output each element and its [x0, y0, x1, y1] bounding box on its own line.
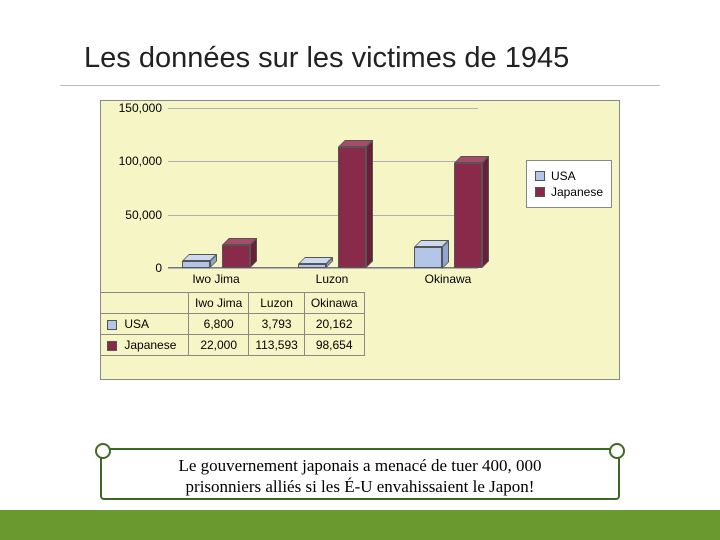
footer-bar	[0, 510, 720, 540]
gridline	[168, 108, 478, 109]
table-col-header: Iwo Jima	[189, 293, 249, 314]
callout-line: prisonniers alliés si les É-U envahissai…	[112, 476, 608, 497]
callout-box: Le gouvernement japonais a menacé de tue…	[100, 448, 620, 500]
table-corner-cell	[101, 293, 189, 314]
series-label: Japanese	[124, 338, 176, 352]
series-label: USA	[124, 317, 149, 331]
x-tick-label: Luzon	[316, 272, 349, 286]
legend-label: Japanese	[551, 185, 603, 199]
table-row-header: Japanese	[101, 335, 189, 356]
table-col-header: Okinawa	[304, 293, 364, 314]
bar	[182, 254, 217, 268]
gridline	[168, 268, 478, 269]
bar	[298, 257, 333, 268]
table-cell: 22,000	[189, 335, 249, 356]
gridline	[168, 215, 478, 216]
data-table: Iwo Jima Luzon Okinawa USA 6,800 3,793 2…	[100, 292, 365, 356]
plot-area	[168, 108, 478, 268]
legend-label: USA	[551, 169, 576, 183]
y-tick-label: 0	[155, 261, 162, 275]
legend-item: Japanese	[535, 185, 603, 199]
table-row: Japanese 22,000 113,593 98,654	[101, 335, 365, 356]
table-cell: 98,654	[304, 335, 364, 356]
chart-legend: USA Japanese	[526, 160, 612, 208]
bar	[454, 156, 489, 268]
callout-line: Le gouvernement japonais a menacé de tue…	[112, 455, 608, 476]
legend-swatch-icon	[535, 187, 545, 197]
bar	[222, 238, 257, 268]
y-axis: 050,000100,000150,000	[100, 108, 166, 268]
y-tick-label: 100,000	[119, 154, 162, 168]
table-row-header: USA	[101, 314, 189, 335]
table-cell: 3,793	[249, 314, 305, 335]
legend-item: USA	[535, 169, 603, 183]
casualties-chart: 050,000100,000150,000 Iwo JimaLuzonOkina…	[60, 100, 660, 380]
legend-swatch-icon	[535, 171, 545, 181]
gridline	[168, 161, 478, 162]
y-tick-label: 50,000	[125, 208, 162, 222]
page-title: Les données sur les victimes de 1945	[0, 0, 720, 85]
x-tick-label: Okinawa	[425, 272, 472, 286]
table-col-header: Luzon	[249, 293, 305, 314]
table-row: USA 6,800 3,793 20,162	[101, 314, 365, 335]
table-cell: 6,800	[189, 314, 249, 335]
x-tick-label: Iwo Jima	[192, 272, 239, 286]
japanese-swatch-icon	[107, 341, 117, 351]
table-cell: 113,593	[249, 335, 305, 356]
y-tick-label: 150,000	[119, 101, 162, 115]
bar	[338, 140, 373, 268]
table-header-row: Iwo Jima Luzon Okinawa	[101, 293, 365, 314]
title-divider	[60, 85, 660, 86]
bar	[414, 240, 449, 269]
usa-swatch-icon	[107, 320, 117, 330]
table-cell: 20,162	[304, 314, 364, 335]
x-axis: Iwo Jima Luzon Okinawa	[168, 272, 478, 290]
